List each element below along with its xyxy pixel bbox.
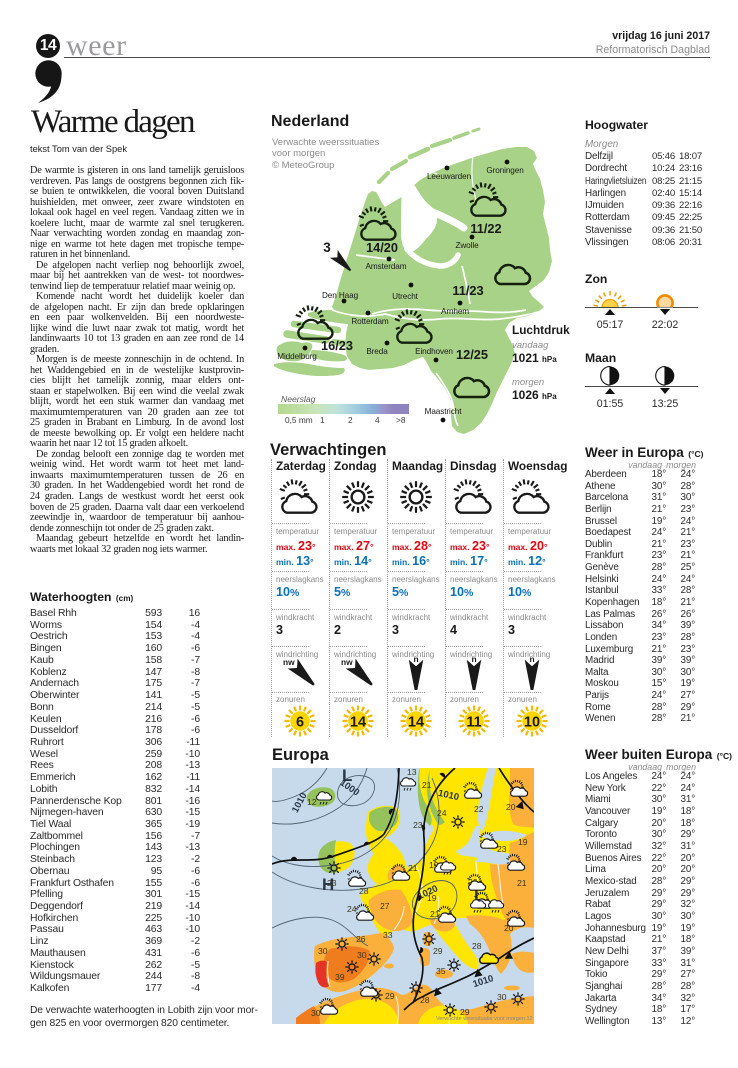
svg-text:12/25: 12/25 (456, 347, 488, 362)
svg-text:H: H (322, 875, 334, 894)
svg-text:Leeuwarden: Leeuwarden (427, 172, 472, 181)
svg-text:21: 21 (408, 863, 418, 873)
svg-text:21: 21 (517, 878, 527, 888)
svg-text:Den Haag: Den Haag (322, 291, 359, 300)
svg-text:26: 26 (356, 934, 366, 944)
svg-text:27: 27 (380, 901, 390, 911)
svg-text:14/20: 14/20 (366, 240, 398, 255)
svg-text:Groningen: Groningen (486, 166, 524, 175)
svg-text:nw: nw (283, 657, 295, 667)
svg-text:Arnhem: Arnhem (441, 307, 469, 316)
svg-text:Breda: Breda (366, 347, 388, 356)
svg-text:28: 28 (420, 995, 430, 1005)
svg-text:28: 28 (359, 886, 369, 896)
svg-text:6: 6 (296, 715, 304, 731)
svg-text:20: 20 (506, 802, 516, 812)
svg-text:n: n (529, 654, 534, 664)
svg-text:14: 14 (408, 715, 424, 731)
svg-text:23: 23 (327, 878, 337, 888)
svg-text:11/23: 11/23 (452, 283, 483, 298)
svg-text:Amsterdam: Amsterdam (366, 262, 407, 271)
svg-text:29: 29 (385, 991, 395, 1001)
svg-text:13:25: 13:25 (652, 398, 679, 408)
svg-text:35: 35 (436, 966, 446, 976)
svg-text:11/22: 11/22 (470, 221, 501, 236)
svg-text:19: 19 (518, 837, 528, 847)
svg-text:nw: nw (341, 657, 353, 667)
svg-text:12: 12 (307, 797, 317, 807)
svg-text:24: 24 (437, 808, 447, 818)
svg-text:Eindhoven: Eindhoven (415, 347, 453, 356)
svg-text:01:55: 01:55 (597, 398, 624, 408)
svg-text:22:02: 22:02 (652, 319, 679, 330)
svg-text:Verwachte weersituatie voor mo: Verwachte weersituatie voor morgen 12:00… (436, 1016, 534, 1022)
svg-text:10: 10 (524, 715, 540, 731)
svg-text:33: 33 (383, 930, 393, 940)
svg-text:21: 21 (430, 909, 440, 919)
svg-text:11: 11 (466, 715, 481, 731)
svg-text:28: 28 (472, 941, 482, 951)
svg-text:23: 23 (413, 820, 423, 830)
svg-text:Zwolle: Zwolle (455, 241, 479, 250)
svg-text:20: 20 (504, 923, 514, 933)
svg-text:39: 39 (335, 972, 345, 982)
svg-text:Middelburg: Middelburg (277, 352, 317, 361)
svg-text:16/23: 16/23 (321, 338, 353, 353)
svg-text:23: 23 (497, 844, 507, 854)
svg-text:3: 3 (323, 240, 331, 255)
svg-text:L: L (342, 768, 352, 785)
svg-text:30: 30 (497, 992, 507, 1002)
svg-text:13: 13 (407, 768, 417, 777)
svg-text:Utrecht: Utrecht (392, 292, 419, 301)
svg-text:n: n (413, 654, 418, 664)
svg-text:Rotterdam: Rotterdam (351, 317, 389, 326)
svg-text:1010: 1010 (437, 788, 460, 803)
svg-text:29: 29 (460, 1007, 470, 1017)
svg-text:21: 21 (422, 780, 432, 790)
svg-text:19: 19 (427, 893, 437, 903)
svg-text:24: 24 (347, 904, 357, 914)
svg-text:30: 30 (357, 950, 367, 960)
svg-text:n: n (471, 654, 476, 664)
svg-text:14: 14 (350, 715, 366, 731)
svg-text:Maastricht: Maastricht (425, 407, 463, 416)
svg-text:L: L (474, 886, 484, 905)
svg-text:22: 22 (474, 804, 484, 814)
svg-text:29: 29 (433, 946, 443, 956)
svg-text:30: 30 (318, 946, 328, 956)
svg-text:05:17: 05:17 (597, 319, 624, 330)
svg-text:30: 30 (311, 1008, 321, 1018)
